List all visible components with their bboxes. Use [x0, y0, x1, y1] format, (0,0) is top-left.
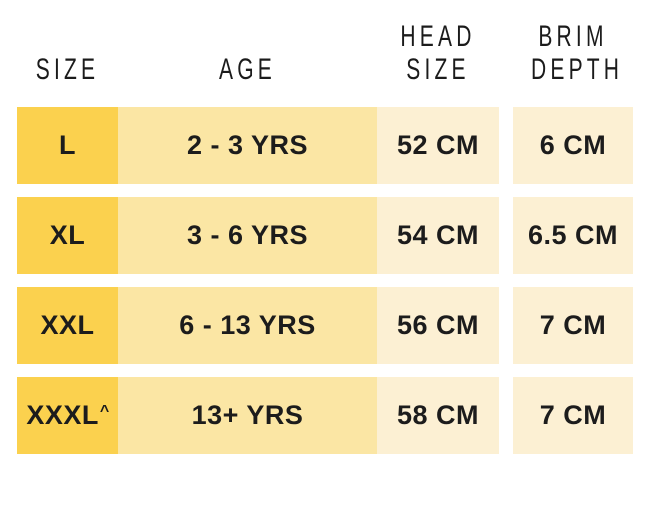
brim-depth-cell: 6 CM — [513, 107, 633, 184]
age-cell: 3 - 6 YRS — [118, 197, 377, 274]
column-gap — [499, 197, 513, 274]
column-gap — [499, 107, 513, 184]
size-label: XXL — [40, 310, 95, 340]
size-chart-header: SIZE AGE HEAD SIZE BRIM DEPTH — [17, 0, 633, 86]
head-size-cell: 54 CM — [377, 197, 499, 274]
size-label: XL — [49, 220, 86, 250]
column-gap — [499, 377, 513, 454]
header-brim-depth: BRIM DEPTH — [531, 20, 624, 86]
size-chart-body: L 2 - 3 YRS 52 CM 6 CM XL 3 - 6 YRS 54 C… — [17, 107, 633, 454]
brim-depth-cell: 7 CM — [513, 287, 633, 364]
column-gap — [499, 287, 513, 364]
size-label: XXXL — [26, 400, 99, 430]
brim-depth-cell: 7 CM — [513, 377, 633, 454]
header-head-size: HEAD SIZE — [400, 20, 476, 86]
age-cell: 6 - 13 YRS — [118, 287, 377, 364]
brim-depth-cell: 6.5 CM — [513, 197, 633, 274]
header-age: AGE — [219, 53, 276, 86]
size-cell: XXXL ^ — [17, 377, 118, 454]
size-cell: XL — [17, 197, 118, 274]
age-cell: 13+ YRS — [118, 377, 377, 454]
age-cell: 2 - 3 YRS — [118, 107, 377, 184]
head-size-cell: 52 CM — [377, 107, 499, 184]
head-size-cell: 58 CM — [377, 377, 499, 454]
size-cell: L — [17, 107, 118, 184]
header-size: SIZE — [35, 53, 100, 86]
size-label: L — [59, 130, 76, 160]
head-size-cell: 56 CM — [377, 287, 499, 364]
size-cell: XXL — [17, 287, 118, 364]
